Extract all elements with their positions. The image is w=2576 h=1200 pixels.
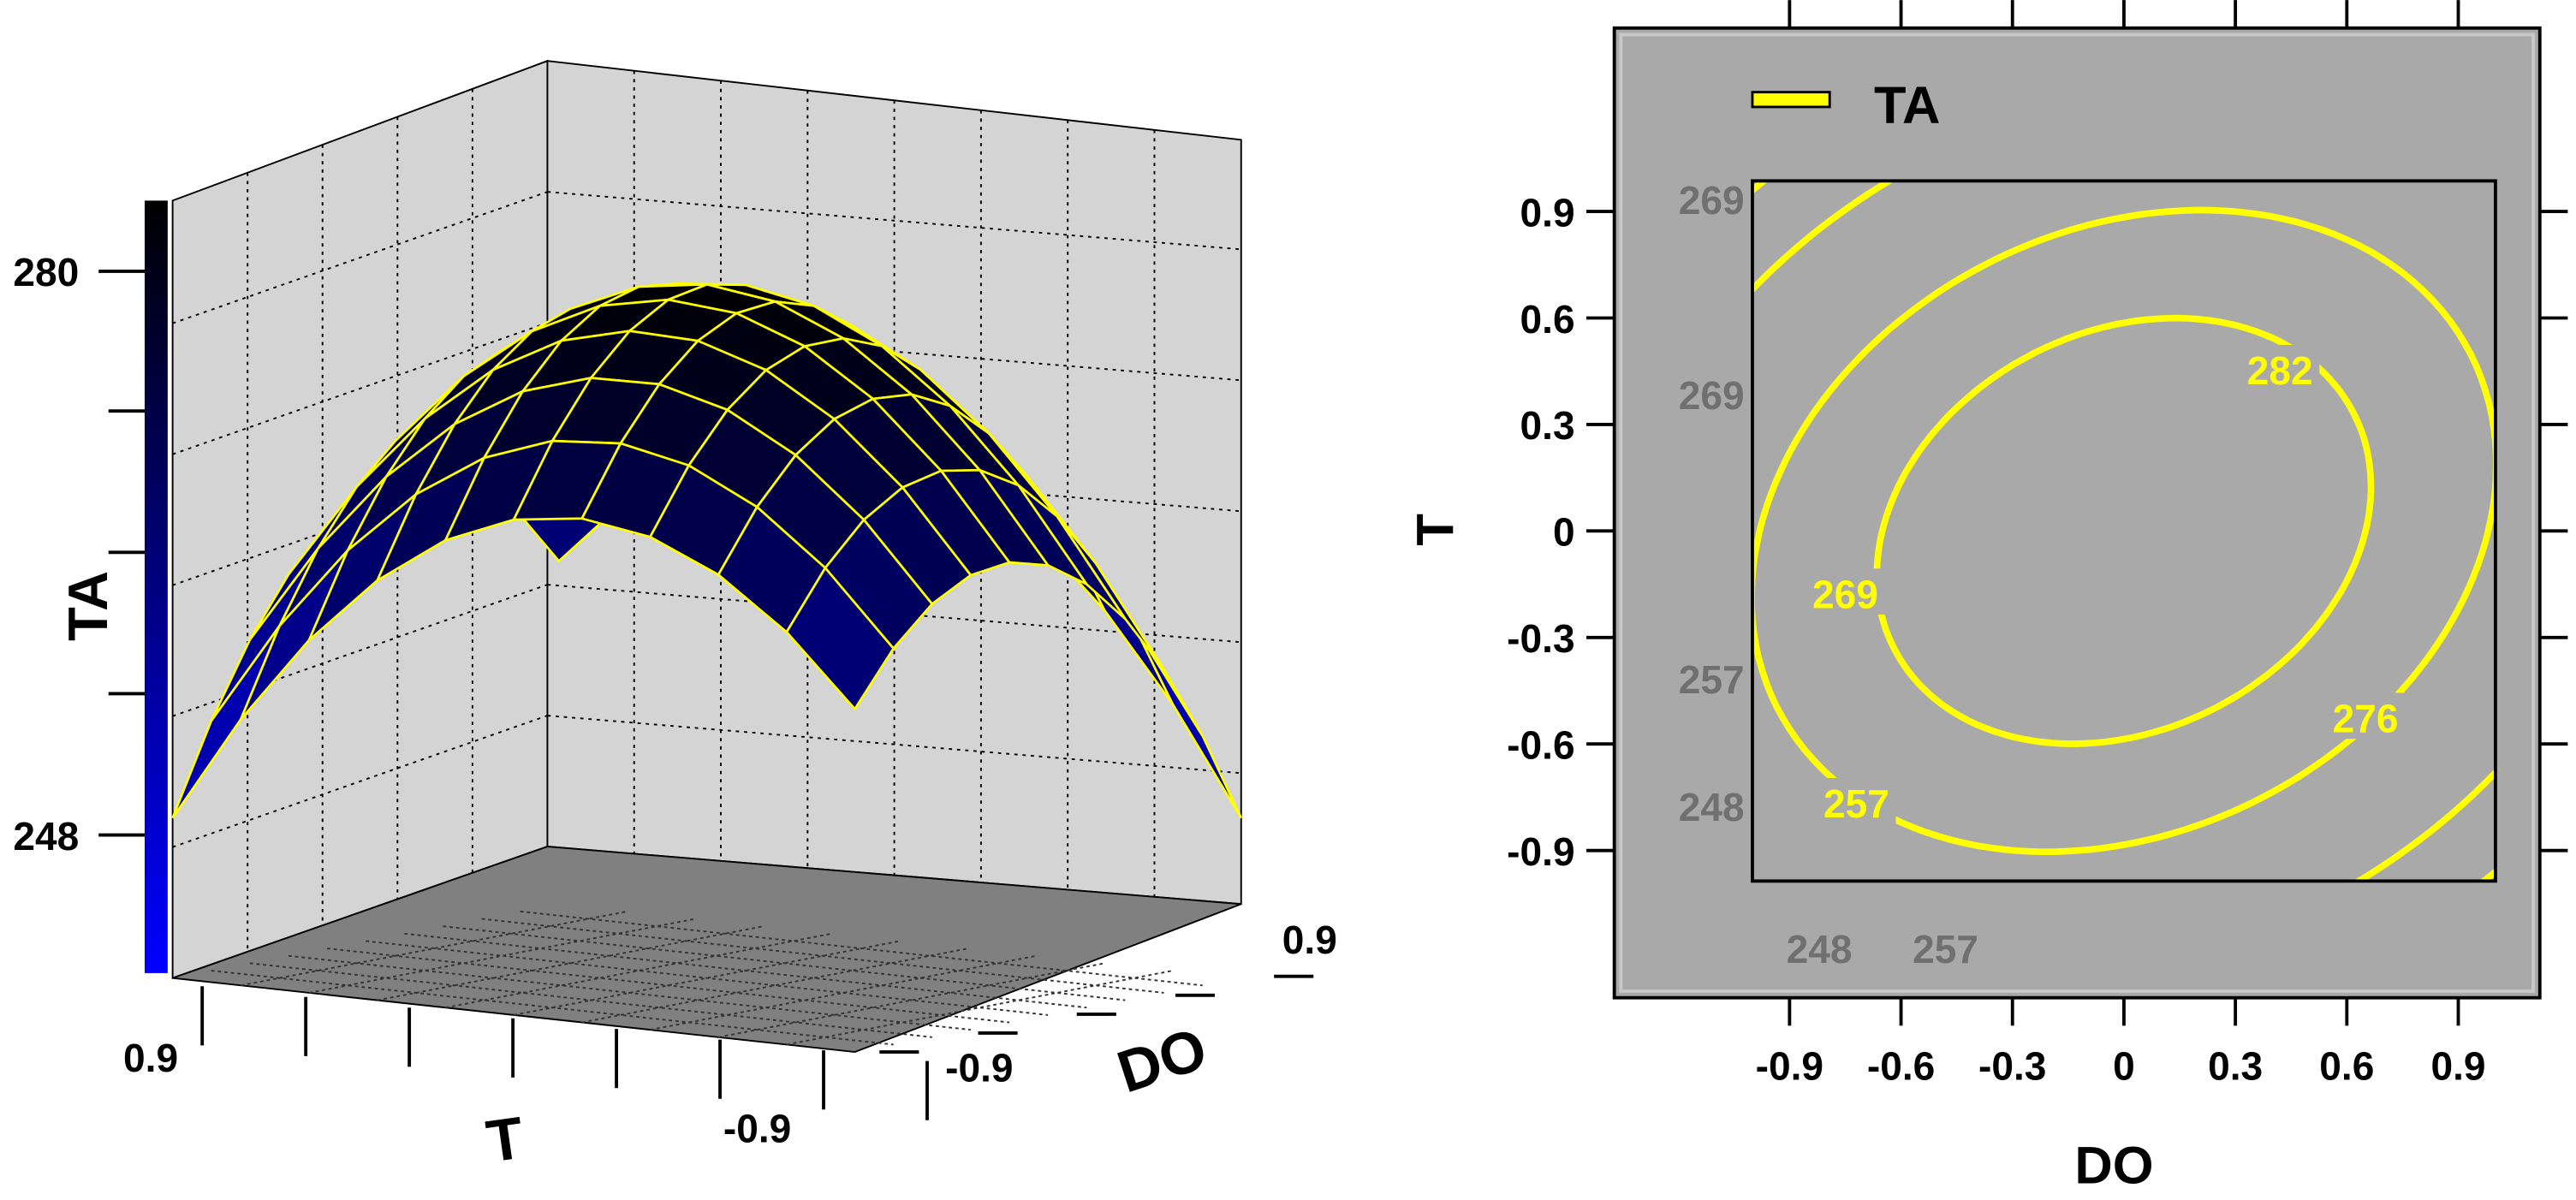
do-axis-label: DO: [1110, 1014, 1215, 1105]
floor-grid-line: [249, 962, 932, 1038]
contour-frame: [1612, 26, 2542, 1000]
wall-grid-line: [547, 191, 1241, 251]
wall-grid-line: [547, 715, 1241, 775]
y-tick-label: 0: [1553, 510, 1575, 555]
plot-area-border: [1751, 179, 2497, 883]
outer-contour-label: 248: [1679, 785, 1745, 829]
t-axis-label: T: [482, 1103, 527, 1174]
z-tick-label-280: 280: [13, 250, 79, 294]
wall-grid-line: [172, 191, 548, 324]
floor-grid-line: [520, 910, 1203, 987]
y-tick-label: -0.6: [1507, 722, 1574, 767]
contour-label: 257: [1823, 781, 1889, 826]
contour-label-bg: [2325, 692, 2406, 740]
floor: [172, 846, 1242, 1054]
floor-grid-line: [481, 918, 1164, 994]
color-bar: [144, 200, 168, 973]
wall-grid-line: [172, 715, 548, 848]
y-tick-label: -0.3: [1507, 616, 1574, 661]
floor-grid-line: [443, 925, 1126, 1001]
contour-y-axis-label: T: [1406, 514, 1465, 546]
front-ticks: [200, 974, 1314, 1120]
surface-patch: [785, 566, 895, 711]
legend-swatch: [1751, 91, 1831, 109]
axis-ticks: -0.9 -0.6 -0.3 0 0.3 0.6 0.9 0.9 0.6 0.3 0 -0.3 -0.6…: [1507, 0, 2568, 1089]
x-tick-label: 0.3: [2208, 1044, 2263, 1089]
outer-contour-label: 248: [1787, 927, 1853, 971]
z-tick-label-248: 248: [13, 814, 79, 858]
contour-label-bg: [2240, 344, 2320, 391]
contour-label: 269: [1812, 572, 1878, 616]
contour-label-bg: [1817, 777, 1896, 824]
outer-contour-label: 269: [1679, 373, 1745, 418]
contour-lines: [1752, 181, 2496, 882]
floor-grid-line: [327, 948, 1010, 1024]
floor-grid-line: [288, 954, 971, 1031]
t-tick-label-min: -0.9: [723, 1107, 791, 1151]
x-tick-label: -0.9: [1756, 1044, 1823, 1089]
x-tick-label: 0: [2113, 1044, 2135, 1089]
legend-label: TA: [1874, 76, 1940, 135]
contour-x-axis-label: DO: [2074, 1137, 2153, 1196]
x-tick-label: 0.6: [2319, 1044, 2374, 1089]
contour-frame-bevel: [1619, 33, 2535, 993]
contour-line-276: [1873, 314, 2375, 747]
x-tick-label: -0.6: [1867, 1044, 1935, 1089]
y-tick-label: 0.6: [1520, 297, 1575, 342]
do-tick-label-max: 0.9: [1282, 918, 1337, 962]
floor-grid-line: [404, 932, 1087, 1009]
floor-grid: [211, 910, 1203, 1046]
wall-grid-line: [172, 322, 548, 455]
contour-line-269: [1752, 206, 2496, 856]
surface-plot: 280 248 TA 0.9 -0.9 T 0.9 -0.9 DO: [13, 59, 1337, 1175]
z-axis-label: TA: [57, 571, 119, 641]
do-tick-label-min: -0.9: [945, 1046, 1013, 1090]
outer-contour-label: 257: [1679, 657, 1745, 702]
x-tick-label: 0.9: [2430, 1044, 2485, 1089]
contour-labels: 282 276 269 257 269 269 257 248 248 257: [1679, 178, 2406, 971]
outer-contour-label: 257: [1913, 927, 1978, 971]
t-tick-label-max: 0.9: [123, 1036, 178, 1080]
y-tick-label: -0.9: [1507, 829, 1574, 874]
contour-label: 276: [2333, 697, 2399, 741]
x-tick-label: -0.3: [1978, 1044, 2046, 1089]
floor-grid-line: [366, 940, 1049, 1016]
contour-label: 282: [2247, 348, 2313, 393]
legend: TA: [1751, 76, 1940, 135]
response-surface: [171, 282, 1242, 819]
floor-grid-line: [211, 970, 894, 1046]
y-tick-label: 0.9: [1520, 190, 1575, 235]
contour-label-bg: [1806, 568, 1885, 615]
outer-contour-label: 269: [1679, 178, 1745, 223]
y-tick-label: 0.3: [1520, 403, 1575, 448]
